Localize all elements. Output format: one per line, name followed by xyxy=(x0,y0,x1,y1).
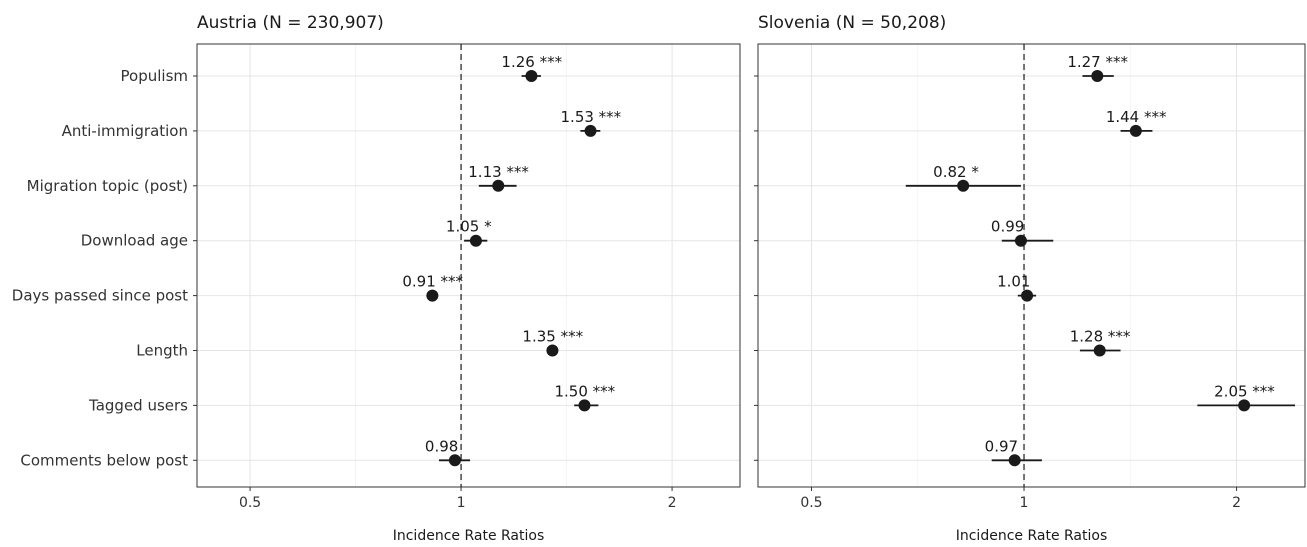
point-label: 0.99 xyxy=(991,218,1024,236)
point-estimate xyxy=(426,289,439,302)
point-label: 1.28 *** xyxy=(1070,328,1131,346)
y-axis-label: Days passed since post xyxy=(12,287,188,305)
y-axis-label: Tagged users xyxy=(88,396,188,414)
x-axis-title: Incidence Rate Ratios xyxy=(393,528,545,544)
panel-title: Slovenia (N = 50,208) xyxy=(758,13,946,33)
point-estimate xyxy=(448,454,461,467)
point-label: 2.05 *** xyxy=(1214,382,1275,400)
point-label: 1.44 *** xyxy=(1106,108,1167,126)
point-label: 1.05 * xyxy=(446,218,492,236)
x-tick-label: 0.5 xyxy=(800,495,822,511)
point-estimate xyxy=(1008,454,1021,467)
point-estimate xyxy=(469,234,482,247)
y-axis-label: Populism xyxy=(121,67,188,85)
point-label: 0.82 * xyxy=(933,163,979,181)
point-estimate xyxy=(1129,124,1142,137)
point-estimate xyxy=(957,179,970,192)
x-tick-label: 2 xyxy=(668,495,677,511)
point-estimate xyxy=(1093,344,1106,357)
y-axis-label: Comments below post xyxy=(20,451,188,469)
point-estimate xyxy=(1014,234,1027,247)
point-label: 1.01 xyxy=(997,273,1030,291)
point-label: 1.27 *** xyxy=(1067,53,1128,71)
y-axis-label: Download age xyxy=(81,232,188,250)
point-label: 1.13 *** xyxy=(468,163,529,181)
y-axis-label: Length xyxy=(136,342,188,360)
x-tick-label: 1 xyxy=(1020,495,1029,511)
point-label: 0.98 xyxy=(425,437,458,455)
panel-frame xyxy=(196,43,741,488)
point-estimate xyxy=(546,344,559,357)
point-label: 1.35 *** xyxy=(522,328,583,346)
point-label: 0.97 xyxy=(985,437,1018,455)
point-estimate xyxy=(1091,70,1104,82)
y-axis-label: Migration topic (post) xyxy=(27,177,188,195)
point-label: 0.91 *** xyxy=(402,273,463,291)
point-label: 1.53 *** xyxy=(561,108,622,126)
point-estimate xyxy=(584,124,597,137)
point-estimate xyxy=(492,179,505,192)
x-tick-label: 0.5 xyxy=(239,495,261,511)
panel-frame xyxy=(757,43,1306,488)
point-estimate xyxy=(1021,289,1034,302)
x-tick-label: 2 xyxy=(1232,495,1241,511)
point-estimate xyxy=(1238,399,1251,412)
y-axis-label: Anti-immigration xyxy=(62,122,188,140)
panel-title: Austria (N = 230,907) xyxy=(197,13,384,33)
x-axis-title: Incidence Rate Ratios xyxy=(956,528,1108,544)
point-estimate xyxy=(578,399,591,412)
point-estimate xyxy=(525,70,538,82)
point-label: 1.26 *** xyxy=(501,53,562,71)
point-label: 1.50 *** xyxy=(555,382,616,400)
x-tick-label: 1 xyxy=(457,495,466,511)
